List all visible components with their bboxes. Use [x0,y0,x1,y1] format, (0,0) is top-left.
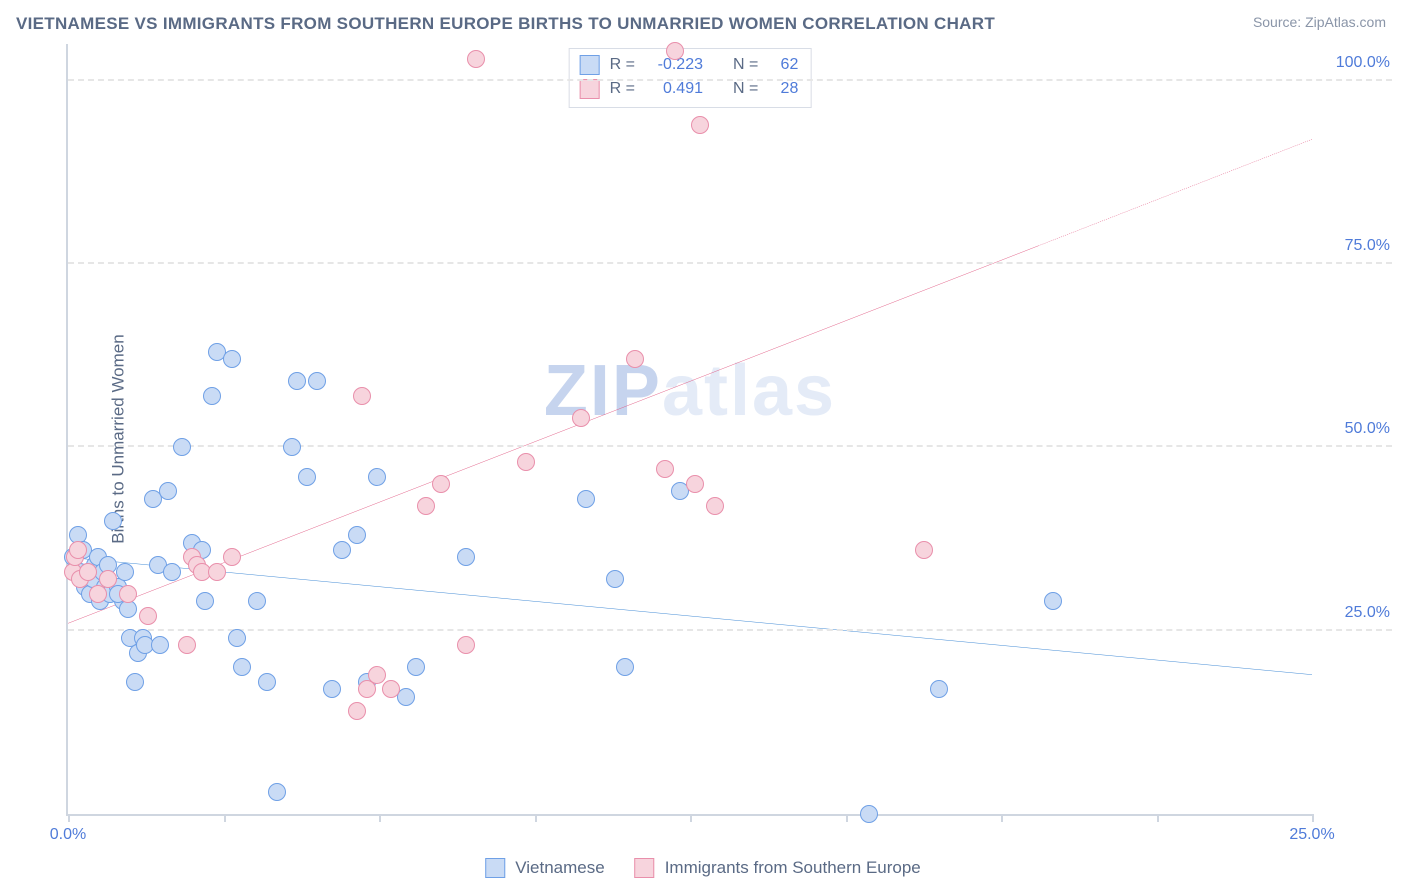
data-point [706,497,724,515]
data-point [178,636,196,654]
y-tick-label: 25.0% [1345,604,1390,622]
x-tick [1157,814,1159,822]
data-point [407,658,425,676]
data-point [223,548,241,566]
data-point [228,629,246,647]
y-tick-label: 100.0% [1336,54,1390,72]
data-point [151,636,169,654]
gridline [68,79,1392,81]
x-tick [1312,814,1314,822]
data-point [99,570,117,588]
chart-header: VIETNAMESE VS IMMIGRANTS FROM SOUTHERN E… [0,0,1406,42]
data-point [208,563,226,581]
data-point [119,585,137,603]
legend-series: Vietnamese Immigrants from Southern Europ… [485,858,921,878]
data-point [233,658,251,676]
data-point [417,497,435,515]
gridline [68,262,1392,264]
data-point [116,563,134,581]
data-point [69,541,87,559]
data-point [382,680,400,698]
n-label: N = [733,53,758,77]
trend-lines [68,44,1312,814]
data-point [348,702,366,720]
gridline [68,445,1392,447]
data-point [268,783,286,801]
legend-series-label: Immigrants from Southern Europe [665,858,921,878]
x-tick [846,814,848,822]
data-point [432,475,450,493]
data-point [353,387,371,405]
data-point [298,468,316,486]
gridline [68,629,1392,631]
data-point [572,409,590,427]
data-point [308,372,326,390]
legend-swatch [580,55,600,75]
r-label: R = [610,53,635,77]
x-tick [535,814,537,822]
legend-series-label: Vietnamese [515,858,604,878]
data-point [223,350,241,368]
data-point [457,548,475,566]
data-point [467,50,485,68]
data-point [79,563,97,581]
data-point [517,453,535,471]
data-point [323,680,341,698]
data-point [577,490,595,508]
data-point [656,460,674,478]
data-point [666,42,684,60]
data-point [1044,592,1062,610]
data-point [283,438,301,456]
source-prefix: Source: [1253,14,1305,30]
plot-region: ZIPatlas R =-0.223N =62R =0.491N =28 25.… [66,44,1312,816]
trend-line [1038,139,1312,245]
data-point [203,387,221,405]
data-point [196,592,214,610]
legend-series-item: Immigrants from Southern Europe [635,858,921,878]
data-point [368,666,386,684]
x-tick [690,814,692,822]
y-tick-label: 75.0% [1345,237,1390,255]
data-point [163,563,181,581]
data-point [691,116,709,134]
y-tick-label: 50.0% [1345,420,1390,438]
data-point [248,592,266,610]
data-point [606,570,624,588]
legend-swatch [580,79,600,99]
data-point [288,372,306,390]
chart-area: Births to Unmarried Women ZIPatlas R =-0… [38,44,1392,834]
legend-swatch [485,858,505,878]
x-tick [1001,814,1003,822]
data-point [915,541,933,559]
data-point [258,673,276,691]
data-point [860,805,878,823]
x-tick-label: 0.0% [50,826,86,844]
data-point [457,636,475,654]
chart-source: Source: ZipAtlas.com [1253,14,1386,30]
data-point [368,468,386,486]
data-point [159,482,177,500]
data-point [104,512,122,530]
x-tick [68,814,70,822]
trend-line [68,557,1312,674]
source-name: ZipAtlas.com [1305,14,1386,30]
data-point [348,526,366,544]
x-tick [224,814,226,822]
x-tick-label: 25.0% [1289,826,1334,844]
chart-title: VIETNAMESE VS IMMIGRANTS FROM SOUTHERN E… [16,14,995,34]
data-point [930,680,948,698]
legend-series-item: Vietnamese [485,858,604,878]
data-point [173,438,191,456]
data-point [626,350,644,368]
legend-correlation-row: R =-0.223N =62 [580,53,799,77]
data-point [686,475,704,493]
x-tick [379,814,381,822]
data-point [139,607,157,625]
data-point [616,658,634,676]
data-point [333,541,351,559]
data-point [126,673,144,691]
n-value: 62 [770,53,798,77]
legend-swatch [635,858,655,878]
